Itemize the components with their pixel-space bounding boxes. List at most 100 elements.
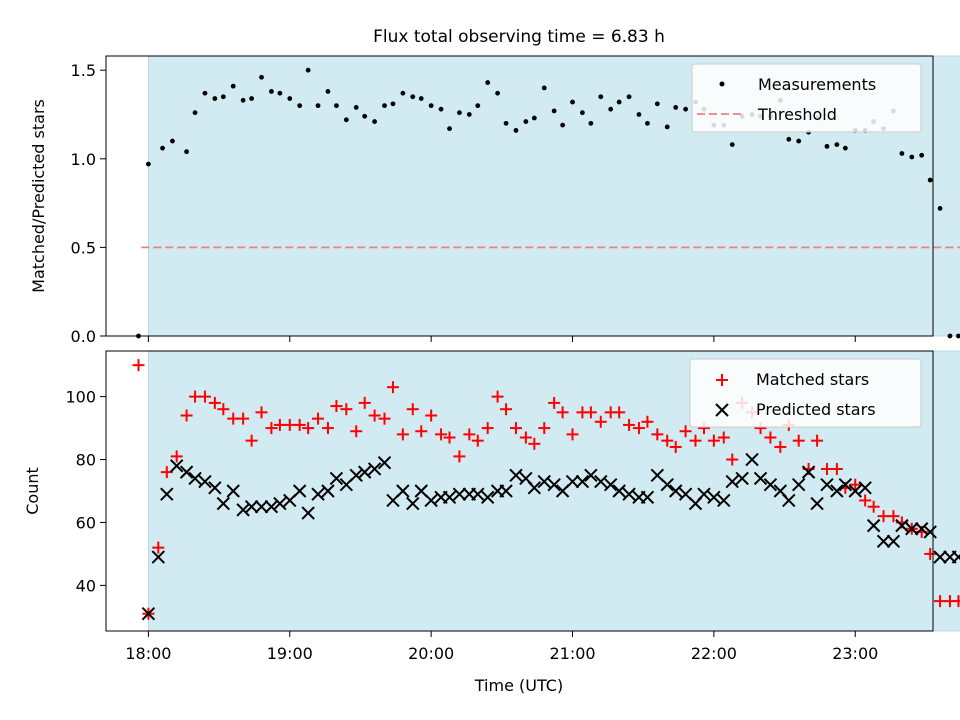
- measurement-point: [598, 94, 604, 100]
- matched-star-point: [255, 406, 268, 419]
- matched-star-point: [830, 462, 843, 475]
- measurement-point: [428, 103, 434, 109]
- predicted-star-point: [208, 481, 222, 495]
- matched-star-point: [463, 428, 476, 441]
- matched-star-point: [867, 500, 880, 513]
- bottom-panel: 40 60 80 100 18:00 19:00 20:00 21:00 22:00 23:00…: [23, 350, 960, 695]
- x-tick-label: 19:00: [267, 644, 313, 663]
- predicted-star-point: [660, 478, 674, 492]
- matched-star-point: [584, 406, 597, 419]
- predicted-star-point: [565, 474, 580, 489]
- predicted-star-point: [717, 493, 731, 508]
- predicted-star-point: [820, 478, 834, 492]
- predicted-star-point: [377, 455, 392, 470]
- matched-star-point: [707, 434, 720, 447]
- predicted-star-point: [547, 478, 561, 492]
- measurement-point: [729, 142, 735, 148]
- matched-star-point: [924, 547, 937, 560]
- predicted-star-point: [254, 500, 269, 514]
- predicted-star-point: [236, 503, 250, 517]
- predicted-star-point: [933, 550, 947, 564]
- predicted-star-point: [575, 474, 590, 489]
- predicted-star-point: [188, 471, 202, 486]
- matched-star-point: [435, 428, 448, 441]
- matched-star-point: [491, 390, 504, 403]
- measurement-point: [834, 142, 840, 148]
- predicted-star-point: [311, 487, 325, 501]
- predicted-star-point: [876, 534, 891, 549]
- predicted-star-point: [895, 518, 909, 533]
- predicted-star-point: [442, 490, 457, 504]
- predicted-star-point: [216, 496, 231, 511]
- predicted-star-point: [349, 468, 363, 482]
- measurement-point: [645, 120, 650, 126]
- predicted-star-point: [509, 468, 523, 482]
- matched-star-point: [358, 396, 371, 409]
- measurement-point: [410, 94, 416, 100]
- measurement-point: [457, 110, 462, 116]
- measurement-point: [325, 89, 331, 94]
- predicted-star-point: [169, 459, 184, 473]
- top-y-tick-label: 1.5: [71, 61, 96, 80]
- predicted-star-point: [905, 522, 919, 536]
- predicted-star-point: [886, 534, 901, 549]
- measurements-legend-marker: [719, 81, 725, 87]
- predicted-star-point: [151, 550, 166, 564]
- x-tick-label: 23:00: [832, 644, 878, 663]
- measurement-point: [580, 110, 585, 116]
- matched-star-point: [774, 440, 787, 453]
- matched-legend-marker: [716, 374, 728, 386]
- matched-star-point: [632, 422, 645, 435]
- predicted-star-point: [141, 606, 156, 621]
- matched-star-point: [321, 422, 334, 435]
- matched-star-point: [538, 422, 551, 435]
- matched-star-point: [217, 403, 230, 416]
- measurement-point: [297, 103, 303, 109]
- measurement-point: [334, 103, 339, 109]
- predicted-star-point: [951, 550, 960, 564]
- predicted-star-point: [622, 487, 636, 501]
- bottom-legend-box: [689, 358, 922, 428]
- predicted-star-point: [791, 478, 806, 492]
- measurement-point: [927, 177, 933, 183]
- matched-star-point: [152, 541, 165, 554]
- top-y-axis: 0.0 0.5 1.0 1.5: [71, 61, 106, 346]
- matched-star-point: [849, 478, 862, 491]
- top-legend: Measurements Threshold: [691, 63, 922, 133]
- measurement-point: [899, 151, 905, 156]
- matched-star-point: [689, 434, 702, 447]
- measurement-point: [475, 103, 481, 109]
- bottom-y-tick-label: 100: [65, 388, 96, 407]
- measurement-point: [570, 99, 575, 105]
- measurement-point: [909, 154, 915, 160]
- measurement-point: [664, 124, 670, 130]
- matched-star-point: [406, 403, 419, 416]
- measurement-point: [824, 143, 830, 149]
- measurement-point: [683, 106, 689, 112]
- measurement-point: [438, 106, 444, 112]
- matched-star-point: [180, 409, 193, 422]
- predicted-star-point: [603, 478, 618, 492]
- predicted-star-point: [725, 474, 739, 489]
- measurement-point: [192, 110, 198, 116]
- measurement-point: [212, 96, 218, 101]
- matched-star-point: [386, 381, 399, 394]
- predicted-star-point: [782, 493, 796, 508]
- predicted-star-point: [612, 484, 626, 498]
- predicted-star-point: [866, 518, 881, 533]
- predicted-legend-marker: [715, 403, 729, 417]
- matched-star-point: [651, 428, 664, 441]
- predicted-star-point: [810, 496, 824, 511]
- predicted-star-point: [244, 500, 259, 514]
- top-y-tick-label: 1.0: [71, 150, 96, 169]
- measurement-point: [786, 136, 792, 142]
- measurement-point: [259, 74, 264, 80]
- predicted-legend-label: Predicted stars: [756, 400, 876, 419]
- measurement-point: [343, 117, 349, 123]
- predicted-star-point: [480, 490, 495, 504]
- matched-legend-label: Matched stars: [756, 370, 869, 389]
- matched-star-point: [396, 428, 409, 441]
- measurement-point: [382, 103, 387, 109]
- predicted-star-point: [707, 490, 721, 504]
